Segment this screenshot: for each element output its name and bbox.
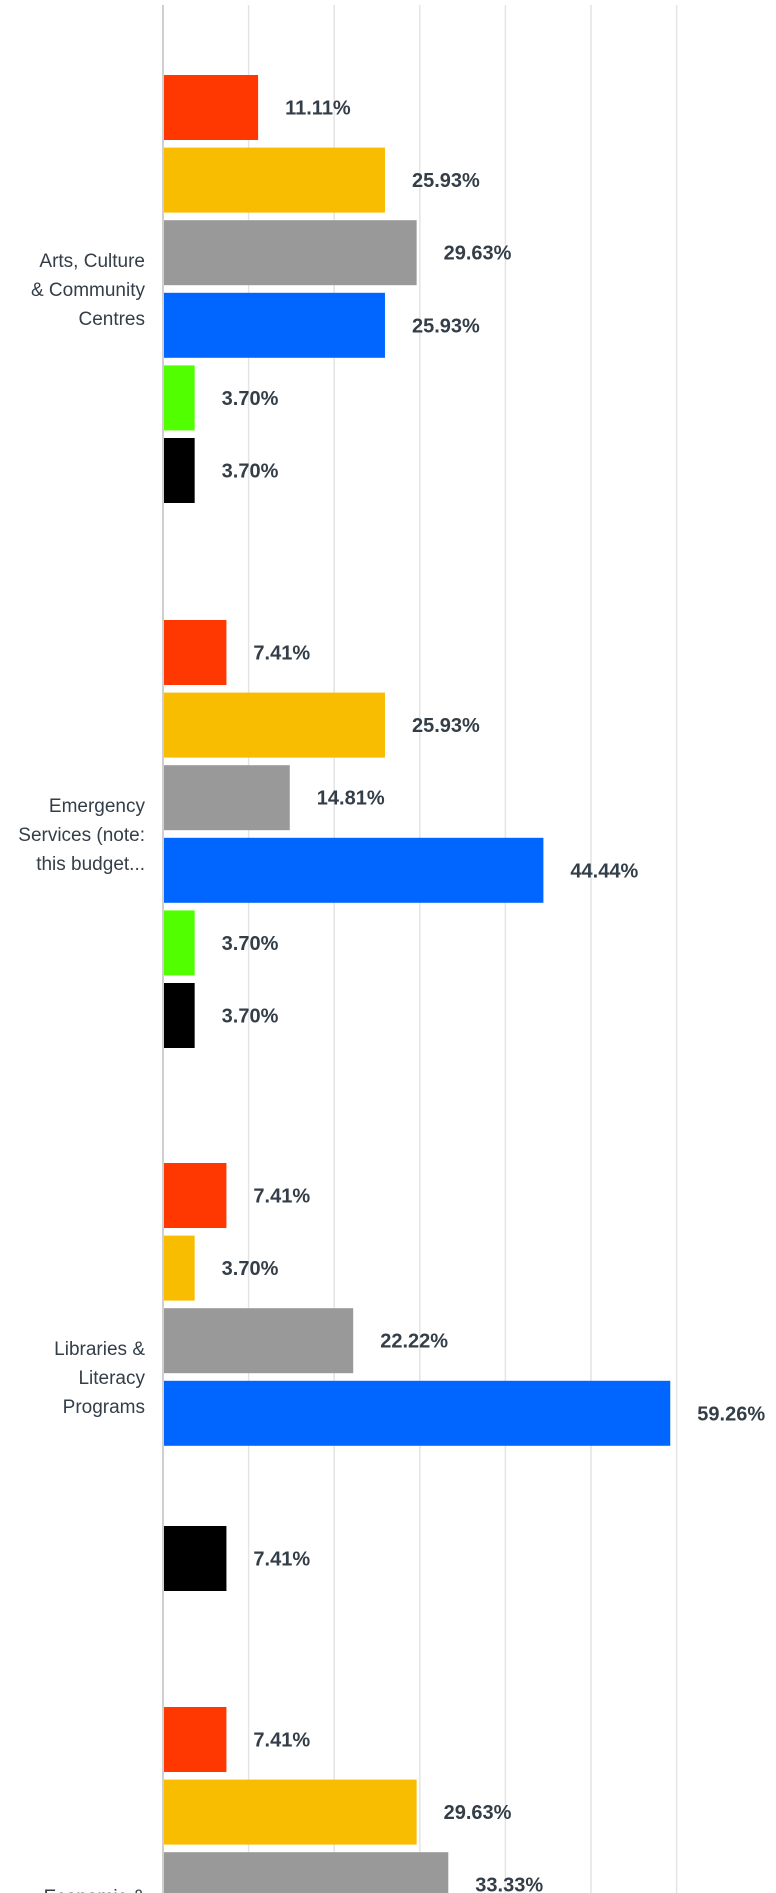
bar [163,837,544,903]
bar-value-label: 3.70% [222,1258,279,1280]
value-labels: 11.11% 25.93% 29.63% 25.93% 3.70% 3.70% 7.41% 2… [222,98,766,1893]
bar-value-label: 7.41% [253,1549,310,1571]
bar-value-label: 29.63% [444,243,512,265]
bar-value-label: 3.70% [222,461,279,483]
category-label: & Community [31,280,146,301]
bar [163,1852,449,1893]
bar [163,220,417,286]
category-label: Arts, Culture [39,251,145,272]
bar [163,438,195,503]
category-labels: Arts, Culture & Community Centres Emergency… [18,251,145,1893]
bar-value-label: 3.70% [222,388,279,410]
bar [163,1526,227,1591]
bar [163,1779,417,1845]
bar-value-label: 25.93% [412,315,480,337]
bar-value-label: 29.63% [444,1802,512,1824]
bar-value-label: 25.93% [412,715,480,737]
bar-value-label: 14.81% [317,788,385,810]
bar [163,1163,227,1228]
bar [163,147,385,213]
bar [163,765,290,831]
bar [163,1308,354,1374]
category-label: Emergency [49,796,146,817]
bar [163,75,259,140]
bar [163,292,385,358]
category-label: Programs [63,1397,145,1418]
bar [163,1707,227,1772]
bar [163,692,385,758]
bars [163,75,671,1893]
category-label: Libraries & [54,1339,145,1360]
bar-value-label: 7.41% [253,1186,310,1208]
bar-value-label: 33.33% [475,1875,543,1893]
gridlines [247,5,678,1893]
bar-value-label: 59.26% [697,1403,765,1425]
bar [163,983,195,1048]
category-label: Economic & [44,1887,146,1893]
bar-value-label: 11.11% [285,98,351,120]
bar-value-label: 44.44% [570,860,638,882]
category-label: Literacy [78,1368,145,1389]
bar [163,620,227,685]
bar [163,1235,195,1301]
category-label: Centres [78,309,145,330]
bar-value-label: 7.41% [253,1730,310,1752]
bar [163,910,195,976]
bar-value-label: 3.70% [222,1006,279,1028]
bar [163,1380,671,1446]
category-label: this budget... [36,854,145,875]
bar-value-label: 25.93% [412,170,480,192]
category-label: Services (note: [18,825,145,846]
bar-value-label: 7.41% [253,643,310,665]
bar-value-label: 3.70% [222,933,279,955]
bar-value-label: 22.22% [380,1331,448,1353]
bar [163,365,195,431]
